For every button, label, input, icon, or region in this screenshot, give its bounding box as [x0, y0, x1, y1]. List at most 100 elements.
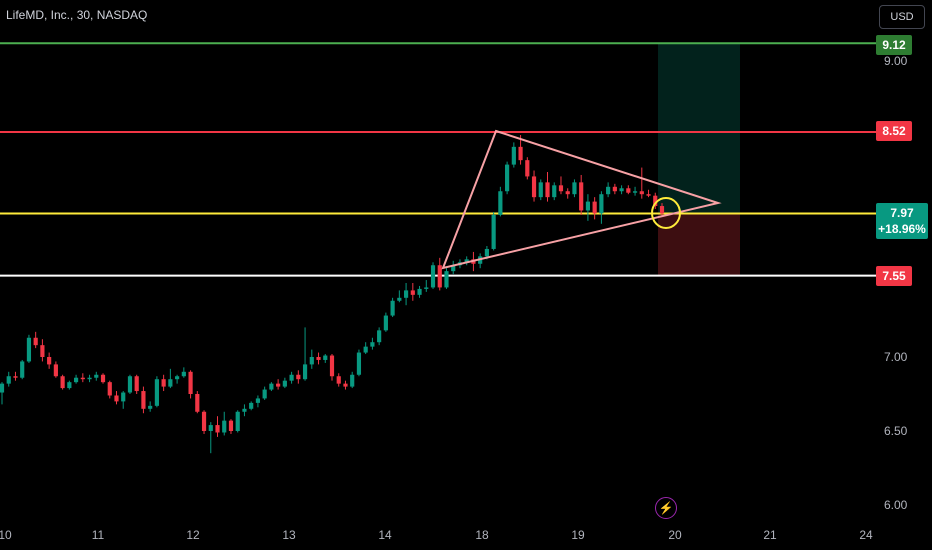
candle-body [545, 182, 550, 198]
candle-body [235, 411, 240, 431]
candle-body [114, 395, 119, 402]
candle-body [552, 185, 557, 198]
candle-body [201, 411, 207, 431]
candle-body [430, 265, 436, 288]
candle-body [249, 402, 254, 409]
candle-body [53, 364, 58, 377]
candle-body [228, 420, 234, 431]
candle-body [417, 288, 422, 295]
candle-body [33, 337, 38, 346]
candle-body [6, 376, 11, 384]
candle-body [107, 382, 112, 396]
y-tick-label: 9.00 [884, 54, 908, 68]
y-tick-label: 6.50 [884, 424, 908, 438]
candle-body [26, 337, 32, 362]
x-tick-label: 21 [763, 528, 777, 542]
candle-body [370, 342, 375, 347]
x-tick-label: 14 [378, 528, 392, 542]
candle-body [175, 376, 180, 380]
candle-body [558, 185, 564, 192]
candle-body [154, 379, 159, 406]
x-tick-label: 20 [668, 528, 682, 542]
support-price-label: 7.55 [876, 266, 912, 286]
candle-body [572, 182, 577, 195]
candle-body [383, 315, 388, 331]
candle-body [20, 361, 25, 378]
y-tick-label: 6.00 [884, 498, 908, 512]
candle-body [188, 371, 193, 394]
candle-body [653, 195, 658, 207]
x-tick-label: 10 [0, 528, 12, 542]
candle-body [282, 380, 287, 387]
candle-body [659, 206, 665, 214]
candle-body [40, 345, 45, 357]
candle-body [599, 194, 604, 214]
candle-body [60, 376, 65, 389]
candle-body [296, 374, 301, 380]
candle-body [47, 357, 52, 365]
candle-body [316, 357, 321, 360]
candle-body [390, 300, 395, 316]
candle-body [531, 176, 537, 198]
candle-body [626, 188, 631, 193]
candle-body [451, 265, 456, 272]
candle-body [222, 420, 227, 433]
candle-body [484, 248, 489, 257]
candle-body [592, 201, 597, 214]
current-price-value: 7.97 [890, 206, 914, 220]
candle-body [464, 259, 469, 263]
candle-body [309, 357, 314, 365]
candle-body [127, 376, 133, 393]
candle-body [424, 287, 429, 289]
x-tick-label: 18 [475, 528, 489, 542]
chart-title: LifeMD, Inc., 30, NASDAQ [6, 8, 148, 22]
candle-body [329, 355, 335, 377]
resistance-price-label: 8.52 [876, 121, 912, 141]
lightning-icon[interactable]: ⚡ [655, 497, 677, 519]
long-stop-zone [658, 213, 740, 276]
candle-body [148, 405, 153, 409]
candle-body [134, 376, 139, 392]
candle-body [302, 364, 308, 380]
x-tick-label: 24 [859, 528, 873, 542]
candle-body [606, 186, 611, 195]
candle-body [397, 297, 402, 301]
candle-body [323, 355, 328, 360]
candle-body [403, 290, 409, 298]
candle-body [121, 392, 126, 402]
candle-body [100, 374, 106, 383]
candle-body [87, 377, 92, 380]
candle-body [0, 383, 5, 393]
candle-body [410, 290, 415, 295]
candle-body [585, 201, 591, 211]
candle-body [13, 376, 18, 378]
candle-body [518, 146, 523, 161]
candle-body [356, 352, 362, 375]
candle-body [363, 346, 368, 353]
currency-button[interactable]: USD [879, 5, 925, 29]
candle-body [242, 408, 247, 412]
triangle-pattern [441, 129, 722, 270]
candle-body [632, 191, 638, 193]
current-price-change: +18.96% [878, 222, 926, 236]
candle-body [73, 377, 79, 383]
candle-body [255, 398, 261, 403]
candle-body [208, 425, 213, 431]
candle-body [525, 160, 530, 177]
target-price-label: 9.12 [876, 35, 912, 55]
candle-body [343, 383, 348, 387]
candle-body [67, 382, 72, 389]
candle-body [336, 376, 341, 384]
candle-body [276, 383, 281, 387]
current-price-label: 7.97 +18.96% [876, 203, 928, 239]
candle-body [377, 330, 382, 343]
candle-body [94, 374, 99, 378]
x-tick-label: 11 [91, 528, 105, 542]
candle-body [444, 271, 449, 288]
y-tick-label: 7.00 [884, 350, 908, 364]
candle-body [538, 182, 543, 198]
candle-body [289, 374, 294, 381]
x-tick-label: 12 [186, 528, 200, 542]
candle-body [215, 425, 220, 433]
